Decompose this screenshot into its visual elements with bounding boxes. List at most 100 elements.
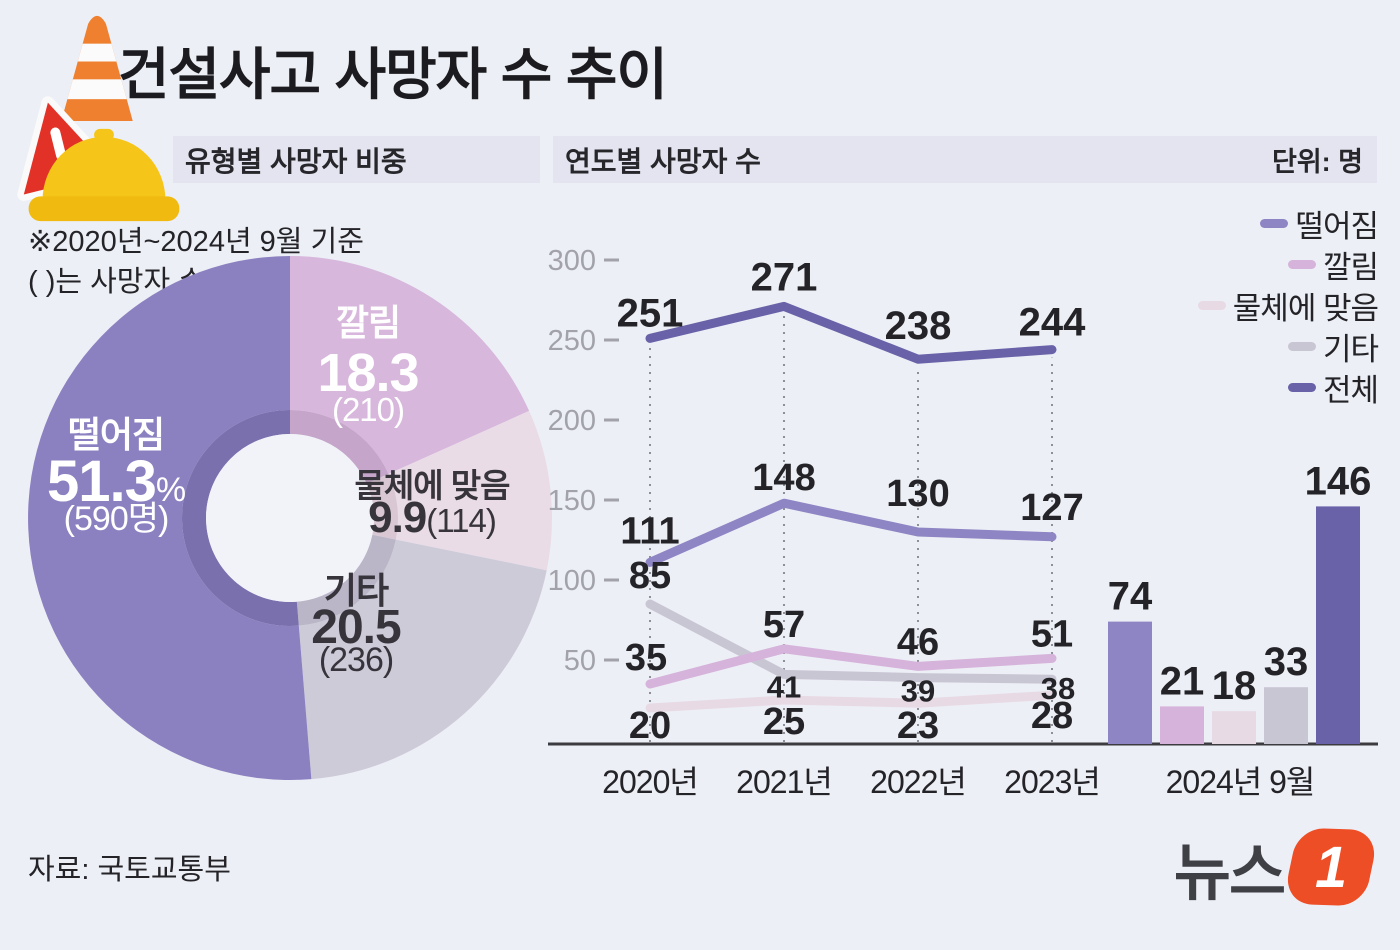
pie-slice-물체에 맞음: [388, 410, 553, 571]
point-label: 28: [1031, 695, 1073, 737]
point-label: 57: [763, 604, 805, 646]
bar-2024-기타: [1264, 687, 1308, 744]
point-label: 35: [625, 637, 667, 679]
pie-slice-떨어짐: [28, 256, 312, 780]
pie-slice-기타: [298, 539, 547, 780]
y-tick-label: 200: [548, 405, 596, 437]
pie-hole: [206, 434, 374, 602]
point-label: 85: [629, 555, 671, 597]
pie-label: 떨어짐: [68, 414, 164, 455]
bar-2024-전체: [1316, 506, 1360, 744]
donut-chart: 깔림 18.3 (210) 물체에 맞음 9.9(114) 기타 20.5 (236) 떨어짐 5…: [10, 245, 590, 805]
legend-label: 떨어짐: [1295, 208, 1379, 244]
news1-logo-badge: 1: [1282, 827, 1380, 907]
point-label: 38: [1041, 671, 1075, 706]
page-title: 건설사고 사망자 수 추이: [118, 43, 668, 106]
line-series-떨어짐: [645, 498, 1057, 567]
section-header-pie: 유형별 사망자 비중: [173, 136, 540, 183]
pie-slice-inner-ring: [296, 534, 396, 626]
pie-slice-inner-ring: [181, 410, 299, 626]
pie-slice-inner-ring: [290, 410, 389, 484]
y-tick-label: 50: [564, 645, 596, 677]
section-title-trend: 연도별 사망자 수: [565, 145, 761, 177]
bar-label: 33: [1264, 640, 1309, 684]
bar-label: 74: [1108, 575, 1153, 619]
note-line-1: ※2020년~2024년 9월 기준: [28, 226, 364, 258]
traffic-cone-icon: [61, 15, 133, 121]
point-label: 23: [897, 705, 939, 747]
line-series-깔림: [645, 644, 1057, 689]
x-axis-label: 2023년: [1004, 764, 1100, 800]
line-series-전체: [645, 301, 1057, 364]
pie-label: 9.9(114): [368, 493, 496, 542]
legend-item-떨어짐: 떨어짐: [1260, 207, 1379, 244]
pie-label: 18.3: [317, 343, 418, 403]
legend-item-전체: 전체: [1287, 371, 1379, 408]
news1-logo-number: 1: [1314, 834, 1348, 900]
y-tick-label: 100: [548, 565, 596, 597]
legend-label: 기타: [1322, 331, 1379, 367]
legend-swatch: [1197, 300, 1226, 310]
legend-item-깔림: 깔림: [1287, 248, 1379, 285]
legend-swatch: [1287, 382, 1316, 392]
pie-label: 깔림: [336, 302, 400, 343]
legend-label: 전체: [1322, 372, 1379, 408]
line-series-기타: [645, 599, 1057, 684]
unit-label: 단위: 명: [1271, 147, 1363, 177]
bar-2024-떨어짐: [1108, 621, 1152, 744]
x-axis-label: 2022년: [870, 764, 966, 800]
point-label: 111: [620, 510, 679, 552]
legend-swatch: [1287, 341, 1316, 351]
hard-hat-icon: [28, 128, 180, 222]
pie-label: 물체에 맞음: [355, 467, 511, 504]
legend-swatch: [1287, 259, 1316, 269]
point-label: 251: [617, 291, 684, 335]
bar-label: 18: [1212, 664, 1257, 708]
point-label: 244: [1019, 301, 1086, 345]
pie-label: (590명): [64, 500, 169, 538]
legend-label: 깔림: [1322, 249, 1379, 285]
line-series-물체에 맞음: [645, 690, 1057, 713]
point-label: 20: [629, 705, 671, 747]
news1-logo-text: 뉴스: [1173, 839, 1286, 908]
point-label: 130: [886, 473, 949, 515]
legend-item-물체에 맞음: 물체에 맞음: [1197, 289, 1379, 326]
x-axis-label-2024: 2024년 9월: [1166, 764, 1315, 800]
legend-swatch: [1260, 218, 1289, 228]
point-label: 148: [752, 457, 815, 499]
pie-label: 20.5: [311, 601, 401, 654]
point-label: 271: [751, 255, 818, 299]
y-tick-label: 150: [548, 485, 596, 517]
point-label: 25: [763, 701, 805, 743]
x-axis-label: 2021년: [736, 764, 832, 800]
bar-2024-깔림: [1160, 706, 1204, 744]
trend-chart: 50 100 150 200 250 300 111 148 130 127 35 57 46 51 20 2…: [540, 200, 1385, 810]
point-label: 46: [897, 621, 939, 663]
pie-slice-inner-ring: [366, 473, 398, 540]
point-label: 41: [767, 669, 801, 704]
legend-item-기타: 기타: [1287, 330, 1379, 367]
bar-label: 146: [1305, 459, 1372, 503]
bar-2024-물체에 맞음: [1212, 711, 1256, 744]
pie-slice-깔림: [290, 256, 530, 474]
pie-label: (236): [319, 641, 393, 679]
x-axis-label: 2020년: [602, 764, 698, 800]
source-text: 자료: 국토교통부: [28, 854, 231, 886]
news1-logo: 뉴스 1: [1173, 822, 1380, 912]
point-label: 238: [885, 304, 952, 348]
pie-label: 기타: [324, 570, 389, 611]
pie-label: (210): [332, 391, 404, 428]
point-label: 127: [1020, 487, 1083, 529]
y-tick-label: 300: [548, 245, 596, 277]
y-tick-label: 250: [548, 325, 596, 357]
construction-safety-icon: [17, 15, 180, 222]
section-title-pie: 유형별 사망자 비중: [185, 145, 407, 177]
bar-label: 21: [1160, 659, 1205, 703]
point-label: 39: [901, 674, 935, 709]
section-header-trend: 연도별 사망자 수 단위: 명: [553, 136, 1377, 183]
point-label: 51: [1031, 613, 1073, 655]
